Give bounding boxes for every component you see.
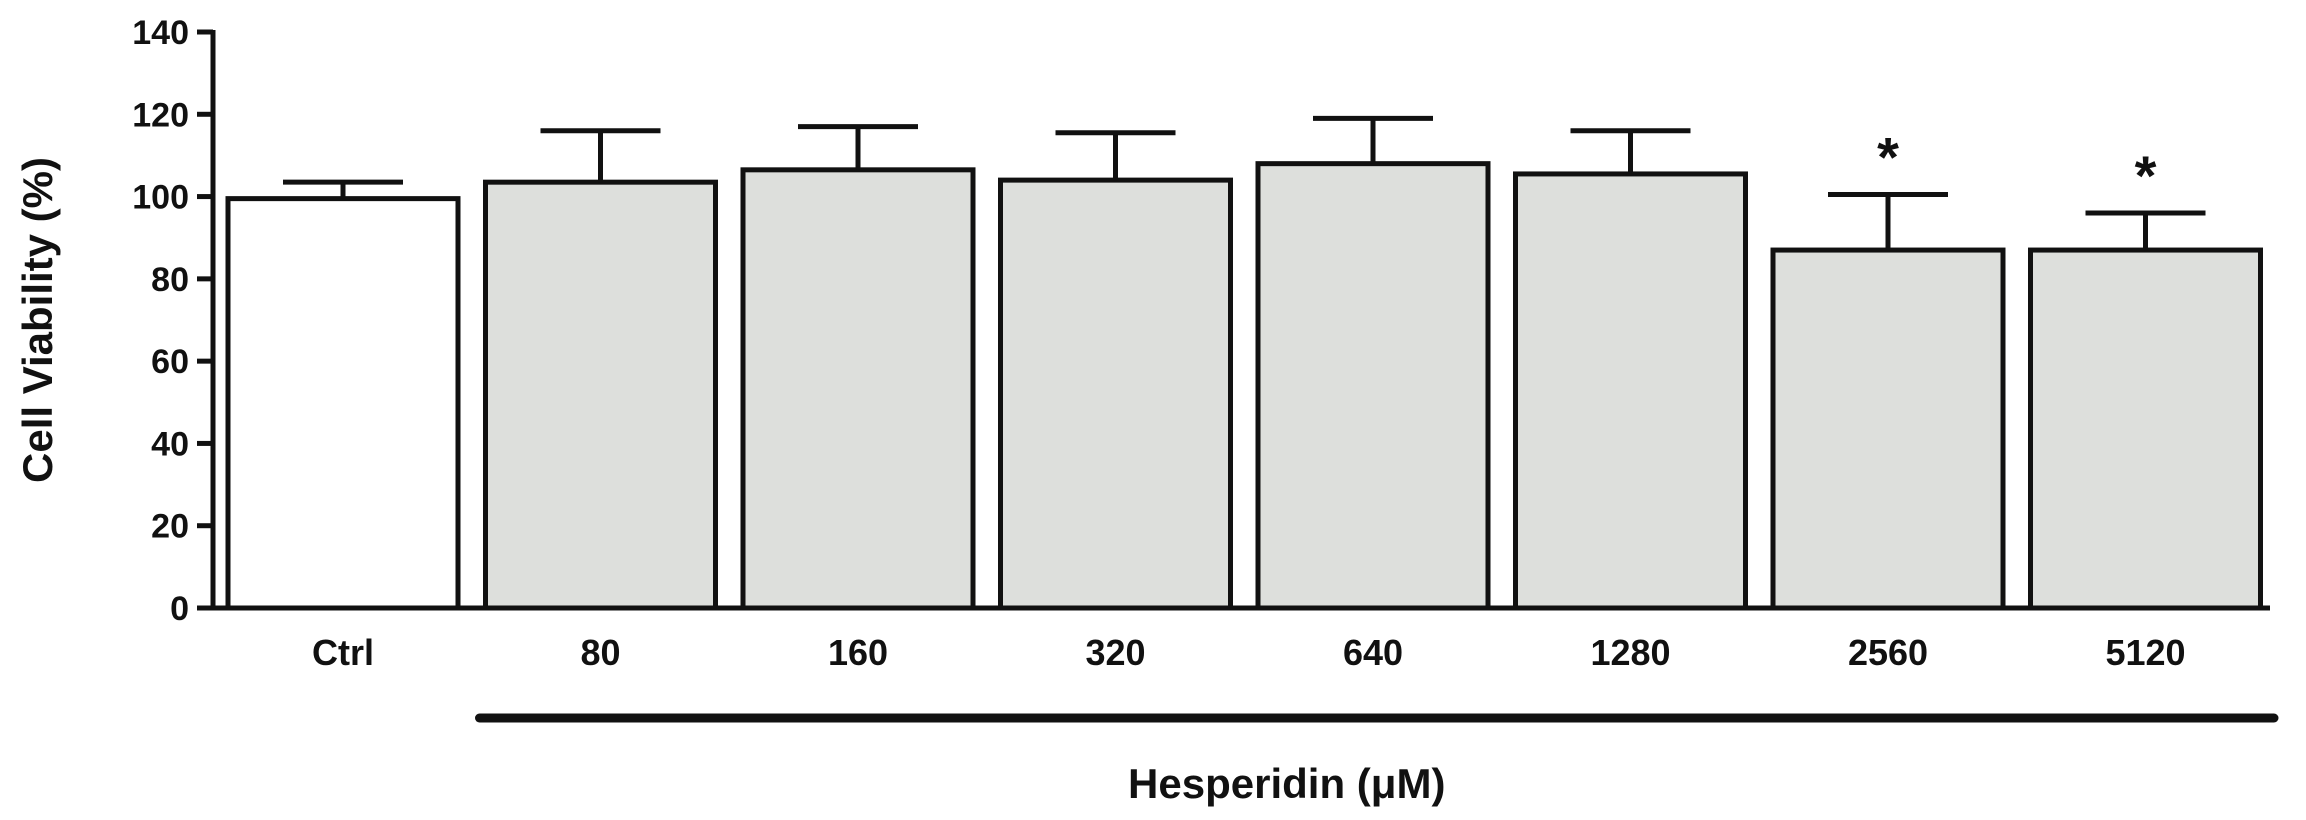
bar-Ctrl bbox=[225, 196, 461, 611]
y-axis-title: Cell Viability (%) bbox=[14, 157, 61, 483]
y-tick-label: 140 bbox=[132, 14, 189, 52]
x-tick-label-5120: 5120 bbox=[2105, 632, 2185, 673]
category-labels: Ctrl 80 160 320 640 1280 2560 5120 bbox=[312, 632, 2186, 673]
y-tick-label: 40 bbox=[151, 425, 189, 463]
y-tick-label: 100 bbox=[132, 179, 189, 217]
significance-star-5120: * bbox=[2135, 144, 2157, 207]
significance-star-2560: * bbox=[1877, 126, 1899, 189]
bar-320 bbox=[998, 177, 1233, 611]
x-tick-label-80: 80 bbox=[580, 632, 620, 673]
error-bars bbox=[283, 115, 2206, 251]
y-axis: 0 20 40 60 80 100 120 140 bbox=[132, 14, 216, 628]
x-tick-label-2560: 2560 bbox=[1848, 632, 1928, 673]
x-axis-title: Hesperidin (μM) bbox=[1128, 760, 1445, 807]
bar-1280 bbox=[1513, 171, 1748, 611]
bar-5120 bbox=[2028, 247, 2263, 611]
significance-markers: * * bbox=[1877, 126, 2157, 208]
x-tick-label-320: 320 bbox=[1085, 632, 1145, 673]
x-tick-label-160: 160 bbox=[828, 632, 888, 673]
bar-160 bbox=[740, 167, 976, 611]
bar-2560 bbox=[1770, 247, 2006, 611]
y-tick-label: 0 bbox=[170, 590, 189, 628]
y-tick-label: 80 bbox=[151, 261, 189, 299]
x-tick-label-640: 640 bbox=[1343, 632, 1403, 673]
bar-series bbox=[225, 161, 2263, 611]
y-tick-label: 120 bbox=[132, 96, 189, 134]
x-tick-label-Ctrl: Ctrl bbox=[312, 632, 374, 673]
bar-80 bbox=[483, 179, 718, 611]
x-tick-label-1280: 1280 bbox=[1590, 632, 1670, 673]
y-tick-label: 20 bbox=[151, 508, 189, 546]
bar-640 bbox=[1255, 161, 1491, 611]
y-tick-label: 60 bbox=[151, 343, 189, 381]
